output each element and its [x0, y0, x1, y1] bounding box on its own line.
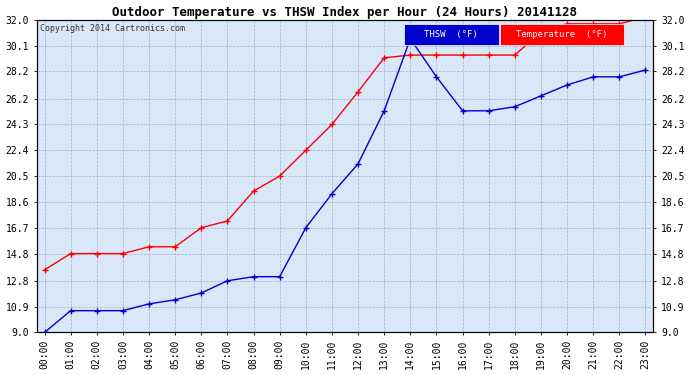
Title: Outdoor Temperature vs THSW Index per Hour (24 Hours) 20141128: Outdoor Temperature vs THSW Index per Ho… — [112, 6, 578, 18]
Text: Copyright 2014 Cartronics.com: Copyright 2014 Cartronics.com — [40, 24, 185, 33]
FancyBboxPatch shape — [500, 24, 624, 45]
FancyBboxPatch shape — [404, 24, 499, 45]
Text: THSW  (°F): THSW (°F) — [424, 30, 478, 39]
Text: Temperature  (°F): Temperature (°F) — [516, 30, 608, 39]
